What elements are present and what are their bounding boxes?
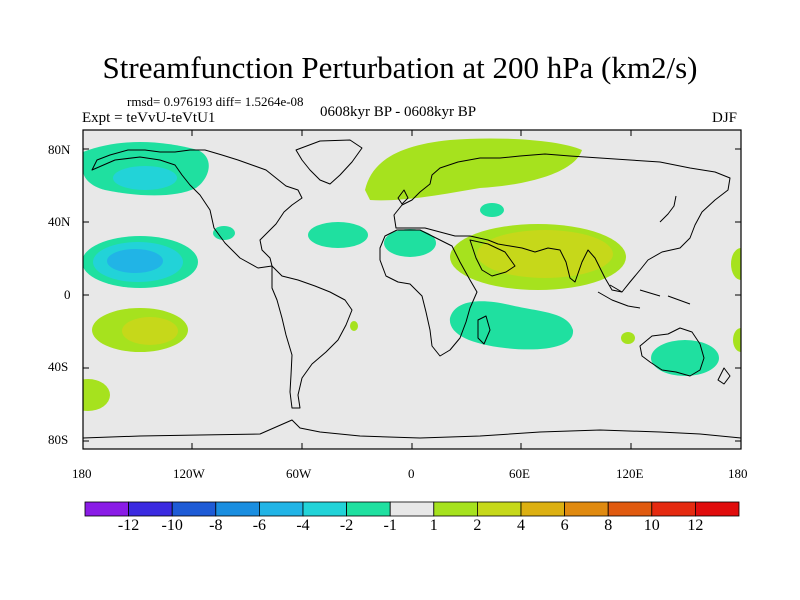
colorbar-swatch xyxy=(520,501,565,517)
period-label: 0608kyr BP - 0608kyr BP xyxy=(320,104,477,120)
contour-region xyxy=(384,229,436,257)
lon-tick-label: 60E xyxy=(509,466,530,481)
contour-region xyxy=(350,321,358,331)
eurasia-coast xyxy=(393,153,731,293)
colorbar-label: 8 xyxy=(604,517,613,534)
colorbar-label: -12 xyxy=(117,517,140,534)
colorbar-label: -4 xyxy=(296,517,310,534)
contour-region xyxy=(83,379,110,411)
colorbar-label: 10 xyxy=(643,517,660,534)
colorbar-swatch xyxy=(476,501,522,517)
colorbar-label: -8 xyxy=(209,517,223,534)
contour-region xyxy=(213,226,235,240)
british-isles-coast xyxy=(397,189,409,205)
contour-region xyxy=(107,249,163,273)
madagascar-coast xyxy=(477,315,491,345)
greenland-coast xyxy=(295,139,363,185)
contour-region xyxy=(113,166,177,190)
contour-region xyxy=(449,301,574,350)
stats-text: rmsd= 0.976193 diff= 1.5264e-08 xyxy=(127,94,304,109)
contour-region xyxy=(651,340,719,376)
lon-tick-label: 120W xyxy=(173,466,205,481)
africa-coast xyxy=(379,229,478,357)
colorbar-swatch xyxy=(564,501,609,517)
colorbar-swatch xyxy=(302,501,347,517)
colorbar-swatch xyxy=(128,501,173,517)
coastlines xyxy=(83,139,741,439)
colorbar-label: -1 xyxy=(383,517,397,534)
lat-tick-label: 80S xyxy=(48,432,69,447)
lat-tick-label: 40S xyxy=(48,359,69,374)
contour-region xyxy=(308,222,368,248)
colorbar-label: 1 xyxy=(429,517,438,534)
colorbar-label: 4 xyxy=(517,517,525,534)
contour-region xyxy=(733,328,741,352)
colorbar-label: 12 xyxy=(687,517,704,534)
contour-region xyxy=(365,138,582,201)
lat-tick-label: 40N xyxy=(48,214,71,229)
lat-tick-label: 80N xyxy=(48,142,71,157)
indonesia-coast xyxy=(597,284,691,309)
map-title: Streamfunction Perturbation at 200 hPa (… xyxy=(102,50,698,85)
colorbar-swatch xyxy=(171,501,217,517)
contour-fields xyxy=(83,138,741,411)
lon-tick-label: 180 xyxy=(72,466,92,481)
colorbar-swatch xyxy=(607,501,653,517)
experiment-label: Expt = teVvU-teVtU1 xyxy=(82,110,216,126)
south-america-coast xyxy=(271,265,353,409)
colorbar-swatch xyxy=(389,501,435,517)
lon-tick-label: 0 xyxy=(408,466,415,481)
japan-coast xyxy=(659,195,677,223)
contour-region xyxy=(480,203,504,217)
lon-tick-label: 180 xyxy=(728,466,748,481)
lat-tick-label: 0 xyxy=(64,287,71,302)
axis-ticks xyxy=(82,130,742,449)
colorbar-swatch xyxy=(695,501,740,517)
colorbar-swatch xyxy=(215,501,260,517)
contour-region xyxy=(477,230,613,278)
arabia-coast xyxy=(469,239,516,277)
north-america-coast xyxy=(91,149,303,269)
new-zealand-coast xyxy=(717,367,731,385)
colorbar-label: 6 xyxy=(560,517,569,534)
season-label: DJF xyxy=(712,110,738,126)
antarctica-coast xyxy=(83,419,741,439)
colorbar-label: -2 xyxy=(339,517,354,534)
colorbar-label: -6 xyxy=(252,517,267,534)
australia-coast xyxy=(639,327,705,377)
colorbar-swatch xyxy=(258,501,304,517)
lon-tick-label: 60W xyxy=(286,466,312,481)
colorbar-swatch xyxy=(651,501,696,517)
contour-region xyxy=(621,332,635,344)
colorbar-label: 2 xyxy=(473,517,482,534)
colorbar-swatch xyxy=(346,501,391,517)
colorbar xyxy=(84,501,740,517)
contour-region xyxy=(122,317,178,345)
colorbar-swatch xyxy=(84,501,129,517)
colorbar-swatch xyxy=(433,501,478,517)
contour-region xyxy=(731,248,741,280)
colorbar-label: -10 xyxy=(161,517,183,534)
lon-tick-label: 120E xyxy=(616,466,644,481)
